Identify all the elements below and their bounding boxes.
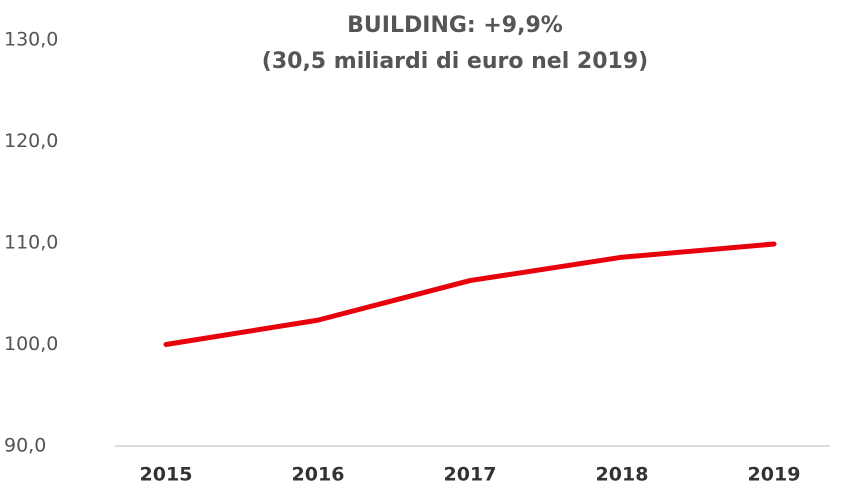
x-tick-label: 2018 xyxy=(596,464,649,486)
x-tick-label: 2019 xyxy=(748,464,801,486)
x-tick-label: 2016 xyxy=(292,464,345,486)
x-tick-label: 2017 xyxy=(444,464,497,486)
chart-subtitle: (30,5 miliardi di euro nel 2019) xyxy=(262,49,648,74)
chart-title: BUILDING: +9,9% xyxy=(347,13,563,38)
y-tick-label: 130,0 xyxy=(4,29,58,51)
y-tick-label: 100,0 xyxy=(4,333,58,355)
y-tick-label: 110,0 xyxy=(4,232,58,254)
x-tick-label: 2015 xyxy=(140,464,193,486)
y-tick-label: 120,0 xyxy=(4,130,58,152)
y-tick-label: 90,0 xyxy=(4,435,46,457)
data-line xyxy=(163,241,777,347)
